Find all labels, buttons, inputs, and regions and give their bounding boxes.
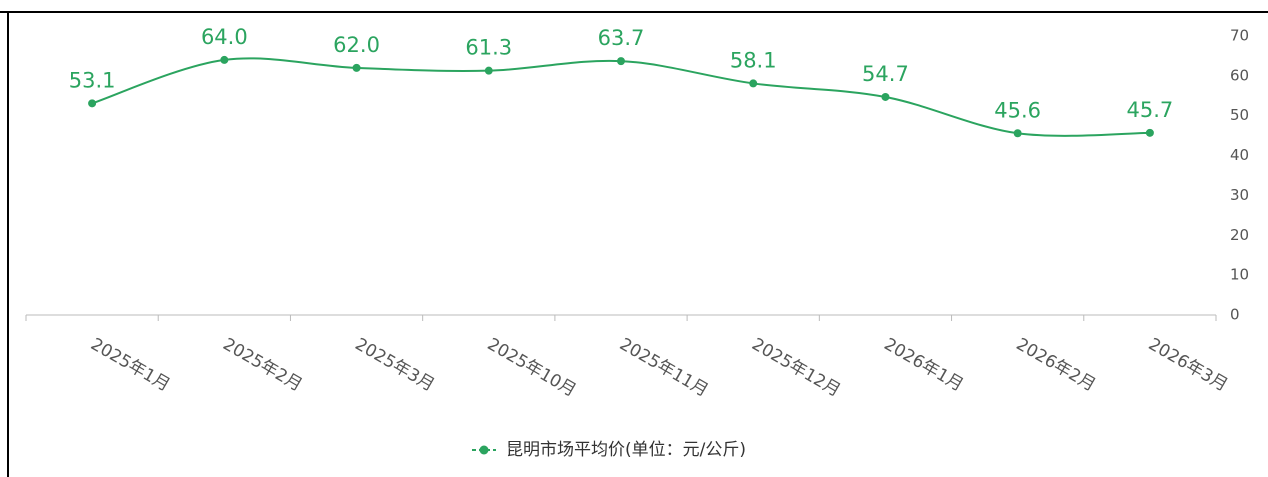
data-label: 61.3 [465, 36, 512, 60]
y-tick-label: 10 [1230, 266, 1249, 284]
y-tick-label: 50 [1230, 106, 1249, 124]
y-tick-label: 20 [1230, 226, 1249, 244]
y-tick-label: 30 [1230, 186, 1249, 204]
y-tick-label: 40 [1230, 146, 1249, 164]
data-label: 64.0 [201, 25, 248, 49]
data-label: 53.1 [69, 68, 116, 92]
legend-label: 昆明市场平均价(单位：元/公斤) [506, 440, 746, 460]
point [749, 79, 758, 88]
data-label: 58.1 [730, 48, 777, 72]
y-tick-label: 0 [1230, 306, 1240, 324]
data-label: 45.6 [994, 98, 1041, 122]
point [1013, 129, 1022, 138]
point [881, 92, 890, 101]
y-tick-label: 70 [1230, 27, 1249, 45]
data-label: 63.7 [598, 26, 645, 50]
legend-marker [479, 445, 489, 455]
point [484, 66, 493, 75]
point [1145, 128, 1154, 137]
y-tick-label: 60 [1230, 66, 1249, 84]
point [617, 57, 625, 66]
point [88, 99, 97, 108]
data-label: 62.0 [333, 33, 380, 57]
data-label: 45.7 [1127, 98, 1174, 122]
data-label: 54.7 [862, 62, 909, 86]
point [220, 55, 229, 64]
point [352, 63, 361, 72]
